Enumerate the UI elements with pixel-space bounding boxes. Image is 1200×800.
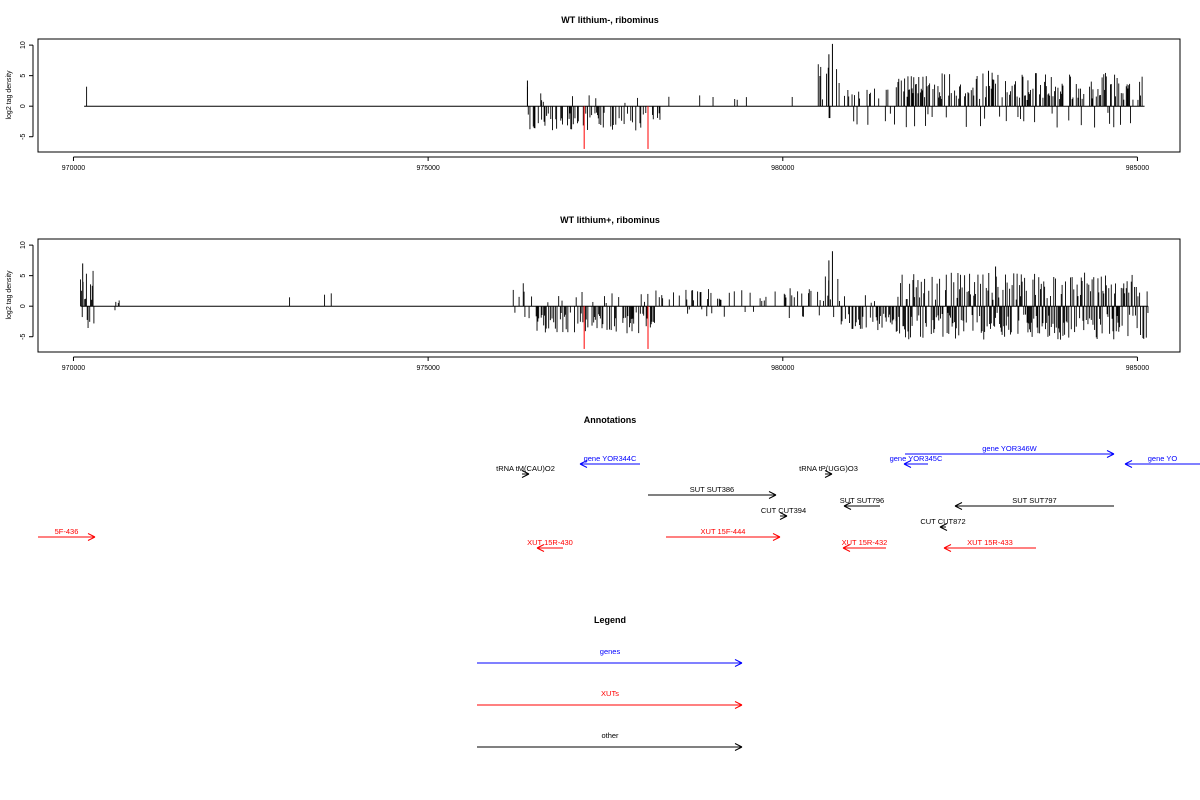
y-tick-label: 5 bbox=[20, 274, 27, 278]
y-tick-label: -5 bbox=[20, 334, 27, 340]
y-tick-label: 10 bbox=[20, 241, 27, 249]
annotation-label: CUT CUT394 bbox=[761, 506, 806, 515]
annotations-panel: Annotations gene YOR344C gene YOR345C gene… bbox=[38, 415, 1200, 552]
annotation-arrow bbox=[905, 450, 1115, 458]
axes-group: 970000 975000 980000 985000 -5 0 5 10 bbox=[20, 41, 1149, 172]
y-tick-label: 5 bbox=[20, 74, 27, 78]
legend-arrow bbox=[477, 659, 743, 667]
annotation-arrow bbox=[943, 544, 1036, 552]
x-tick-label: 985000 bbox=[1126, 365, 1149, 372]
annotations-title: Annotations bbox=[584, 415, 637, 425]
legend-label: other bbox=[601, 731, 619, 740]
annotation-label: CUT CUT872 bbox=[920, 517, 965, 526]
x-tick-label: 970000 bbox=[62, 365, 85, 372]
annotation-label: XUT 15R-432 bbox=[842, 538, 888, 547]
x-tick-label: 975000 bbox=[416, 365, 439, 372]
annotation-arrow bbox=[666, 533, 781, 541]
panel-title: WT lithium-, ribominus bbox=[561, 15, 659, 25]
track-panel-lithium-minus: WT lithium-, ribominus log2 tag density … bbox=[6, 15, 1181, 172]
x-tick-label: 980000 bbox=[771, 165, 794, 172]
annotation-label: XUT 15R-433 bbox=[967, 538, 1013, 547]
legend-title: Legend bbox=[594, 615, 626, 625]
y-tick-label: -5 bbox=[20, 134, 27, 140]
x-tick-label: 985000 bbox=[1126, 165, 1149, 172]
annotation-arrow bbox=[842, 544, 886, 552]
annotation-arrow bbox=[38, 533, 96, 541]
annotation-label: SUT SUT797 bbox=[1012, 496, 1056, 505]
annotation-arrow bbox=[954, 502, 1114, 510]
bars-group bbox=[84, 43, 1145, 149]
plot-frame bbox=[37, 238, 1181, 353]
annotation-arrow bbox=[1124, 460, 1200, 468]
annotation-label: gene YOR344C bbox=[584, 454, 637, 463]
axes-group: 970000 975000 980000 985000 -5 0 5 10 bbox=[20, 241, 1149, 372]
y-axis-label: log2 tag density bbox=[6, 70, 13, 120]
legend-label: genes bbox=[600, 647, 621, 656]
annotation-label: gene YOR346W bbox=[982, 444, 1037, 453]
x-tick-label: 980000 bbox=[771, 365, 794, 372]
annotation-arrow bbox=[648, 491, 777, 499]
annotation-label: SUT SUT386 bbox=[690, 485, 734, 494]
annotation-arrow bbox=[903, 460, 928, 468]
annotation-label: 5F-436 bbox=[55, 527, 79, 536]
legend-arrow bbox=[477, 701, 743, 709]
x-tick-label: 970000 bbox=[62, 165, 85, 172]
annotation-label: gene YOR345C bbox=[890, 454, 943, 463]
annotation-arrow bbox=[824, 470, 833, 478]
annotation-label: XUT 15F-444 bbox=[701, 527, 746, 536]
annotation-label: tRNA tM(CAU)O2 bbox=[496, 464, 555, 473]
x-tick-label: 975000 bbox=[416, 165, 439, 172]
y-tick-label: 0 bbox=[20, 304, 27, 308]
plot-frame bbox=[37, 38, 1181, 153]
annotation-arrow bbox=[843, 502, 880, 510]
y-tick-label: 0 bbox=[20, 104, 27, 108]
annotation-label: tRNA tP(UGG)O3 bbox=[799, 464, 858, 473]
annotation-label: gene YO bbox=[1148, 454, 1178, 463]
annotation-arrow bbox=[779, 512, 788, 520]
annotation-arrow bbox=[939, 523, 948, 531]
legend-panel: Legend genes XUTs other bbox=[477, 615, 743, 751]
annotation-label: XUT 15R-430 bbox=[527, 538, 573, 547]
track-panel-lithium-plus: WT lithium+, ribominus log2 tag density … bbox=[6, 215, 1181, 372]
annotation-arrow bbox=[536, 544, 563, 552]
y-axis-label: log2 tag density bbox=[6, 270, 13, 320]
bars-group bbox=[80, 251, 1149, 349]
legend-label: XUTs bbox=[601, 689, 619, 698]
annotation-label: SUT SUT796 bbox=[840, 496, 884, 505]
panel-title: WT lithium+, ribominus bbox=[560, 215, 660, 225]
annotation-arrow bbox=[579, 460, 640, 468]
legend-arrow bbox=[477, 743, 743, 751]
annotation-arrow bbox=[521, 470, 530, 478]
y-tick-label: 10 bbox=[20, 41, 27, 49]
